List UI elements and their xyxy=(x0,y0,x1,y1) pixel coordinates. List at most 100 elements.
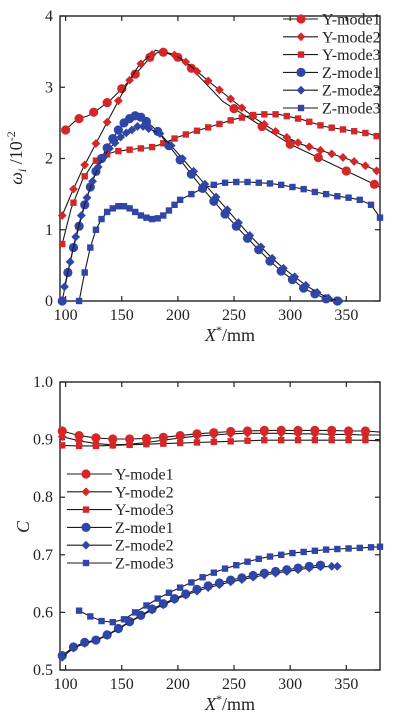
omega-series-y-mode3-point xyxy=(216,120,223,128)
coef-series-z-mode2-point xyxy=(215,580,224,590)
omega-series-z-mode3-point xyxy=(176,196,184,204)
omega-legend: Y-mode1Y-mode2Y-mode3Z-mode1Z-mode2Z-mod… xyxy=(283,12,381,118)
coef-legend-item: Y-mode1 xyxy=(67,467,174,484)
omega-series-z-mode1-point xyxy=(113,125,123,135)
coef-series-z-mode3-point xyxy=(176,584,184,591)
omega-series-z-mode3-point xyxy=(109,205,116,212)
omega-legend-item: Y-mode3 xyxy=(283,47,381,64)
omega-series-y-mode1-point xyxy=(130,69,140,79)
omega-series-z-mode2-point xyxy=(133,122,142,131)
coef-series-z-mode2-point xyxy=(304,563,314,573)
coef-legend-label: Z-mode3 xyxy=(115,556,174,573)
omega-series-y-mode3-point xyxy=(362,129,369,137)
omega-series-z-mode3-point xyxy=(322,190,330,198)
coef-legend-item: Z-mode1 xyxy=(67,520,174,537)
omega-series-y-mode2-point xyxy=(282,132,292,142)
omega-series-y-mode3-point xyxy=(294,115,302,122)
omega-series-z-mode2-point xyxy=(155,129,165,138)
omega-series-y-mode3-point xyxy=(81,173,88,180)
coef-series-y-mode2-point xyxy=(226,429,236,439)
omega-series-z-mode3-point xyxy=(120,203,128,210)
omega-series-y-mode3-point xyxy=(193,127,201,134)
coef-series-z-mode1 xyxy=(57,560,326,661)
omega-xtick-label: 150 xyxy=(110,307,134,324)
omega-series-z-mode3-point xyxy=(132,208,139,216)
chart-coefficient: 100 150 200 250 300 350 0.5 0.6 0.7 0.8 0.9 1.0 X*/m… xyxy=(13,374,384,714)
coef-series-z-mode2-point xyxy=(203,583,213,593)
coef-xaxis-label-var: X xyxy=(204,694,217,714)
omega-series-z-mode1-point xyxy=(57,296,67,306)
omega-series-y-mode3-point xyxy=(317,122,324,129)
coef-legend-marker xyxy=(81,487,91,497)
omega-xtick-label: 200 xyxy=(166,307,190,324)
coef-series-z-mode2-point xyxy=(327,561,337,571)
coef-series-z-mode3-point xyxy=(356,544,363,552)
omega-legend-label: Y-mode3 xyxy=(322,47,381,64)
coef-series-y-mode3-point xyxy=(160,440,167,447)
omega-series-z-mode2-point xyxy=(323,293,333,303)
coef-legend-item: Y-mode3 xyxy=(67,502,174,519)
omega-series-z-mode2-point xyxy=(200,179,210,189)
omega-series-z-mode3-point xyxy=(126,205,133,212)
coef-series-z-mode3-point xyxy=(98,617,105,625)
coef-series-y-mode3-point xyxy=(311,436,319,444)
coef-series-z-mode2-point xyxy=(181,590,191,600)
coef-series-y-mode1-point xyxy=(125,434,135,444)
omega-series-z-mode3-point xyxy=(137,212,145,219)
omega-ytick-label: 2 xyxy=(45,151,53,168)
omega-series-z-mode3-point xyxy=(300,185,307,193)
omega-series-z-mode3-point xyxy=(148,215,156,223)
omega-series-y-mode1-point xyxy=(229,104,239,114)
coef-series-y-mode3-point xyxy=(244,437,251,444)
coef-series-y-mode3-point xyxy=(227,438,234,445)
omega-series-z-mode2 xyxy=(60,122,344,306)
omega-series-y-mode3-point xyxy=(205,124,212,131)
omega-series-y-mode3-point xyxy=(171,135,178,142)
coef-series-z-mode2-point xyxy=(69,643,78,653)
omega-series-y-mode2-line xyxy=(61,51,379,216)
omega-series-z-mode3-point xyxy=(289,183,296,191)
omega-series-y-mode2-point xyxy=(361,161,370,171)
omega-series-z-mode3-line xyxy=(78,181,381,302)
coef-legend-item: Y-mode2 xyxy=(67,484,174,501)
omega-series-y-mode3-point xyxy=(227,117,234,124)
coef-legend: Y-mode1Y-mode2Y-mode3Z-mode1Z-mode2Z-mod… xyxy=(67,467,174,573)
coef-series-y-mode3-point xyxy=(193,439,201,446)
coef-series-y-mode3-point xyxy=(126,441,133,448)
omega-xaxis-label-var: X xyxy=(204,325,217,345)
coef-series-y-mode3-point xyxy=(345,436,352,444)
coef-series-z-mode2-point xyxy=(80,639,90,648)
omega-legend-marker xyxy=(297,104,305,112)
omega-series-y-mode3-point xyxy=(92,157,100,164)
coef-series-z-mode3-line xyxy=(78,546,381,623)
omega-series-z-mode2-point xyxy=(93,162,103,172)
omega-series-y-mode2-point xyxy=(170,50,179,60)
omega-series-y-mode3-point xyxy=(306,118,313,126)
coef-series-y-mode3-point xyxy=(59,442,66,449)
coef-series-z-mode2-point xyxy=(102,631,112,640)
omega-ytick-label: 1 xyxy=(45,222,53,239)
coef-series-z-mode2-point xyxy=(113,624,123,634)
omega-series-z-mode3-point xyxy=(376,214,384,221)
omega-series-y-mode2-point xyxy=(349,157,359,166)
omega-series-y-mode3-point xyxy=(328,124,335,131)
coef-series-z-mode3-point xyxy=(233,561,240,569)
omega-series-y-mode1-point xyxy=(341,166,351,176)
omega-series-y-mode3-point xyxy=(249,111,257,119)
coef-series-z-mode2-point xyxy=(293,565,303,575)
coef-legend-item: Z-mode2 xyxy=(67,538,174,555)
coef-series-z-mode2-point xyxy=(271,568,280,578)
coef-legend-label: Z-mode2 xyxy=(115,538,174,555)
omega-series-y-mode3-point xyxy=(373,132,380,140)
coef-series-y-mode3-point xyxy=(294,436,302,444)
omega-ytick-label: 3 xyxy=(45,79,53,96)
omega-legend-marker xyxy=(296,14,306,24)
coef-series-y-mode3-point xyxy=(328,436,335,444)
omega-series-y-mode2-point xyxy=(102,117,112,127)
omega-series-z-mode3-point xyxy=(98,215,105,223)
coef-series-z-mode3-point xyxy=(132,609,139,616)
omega-series-y-mode3-point xyxy=(283,112,291,120)
omega-series-y-mode2-point xyxy=(147,50,157,59)
coef-series-z-mode3-point xyxy=(210,569,218,576)
omega-series-z-mode2-point xyxy=(88,176,97,186)
